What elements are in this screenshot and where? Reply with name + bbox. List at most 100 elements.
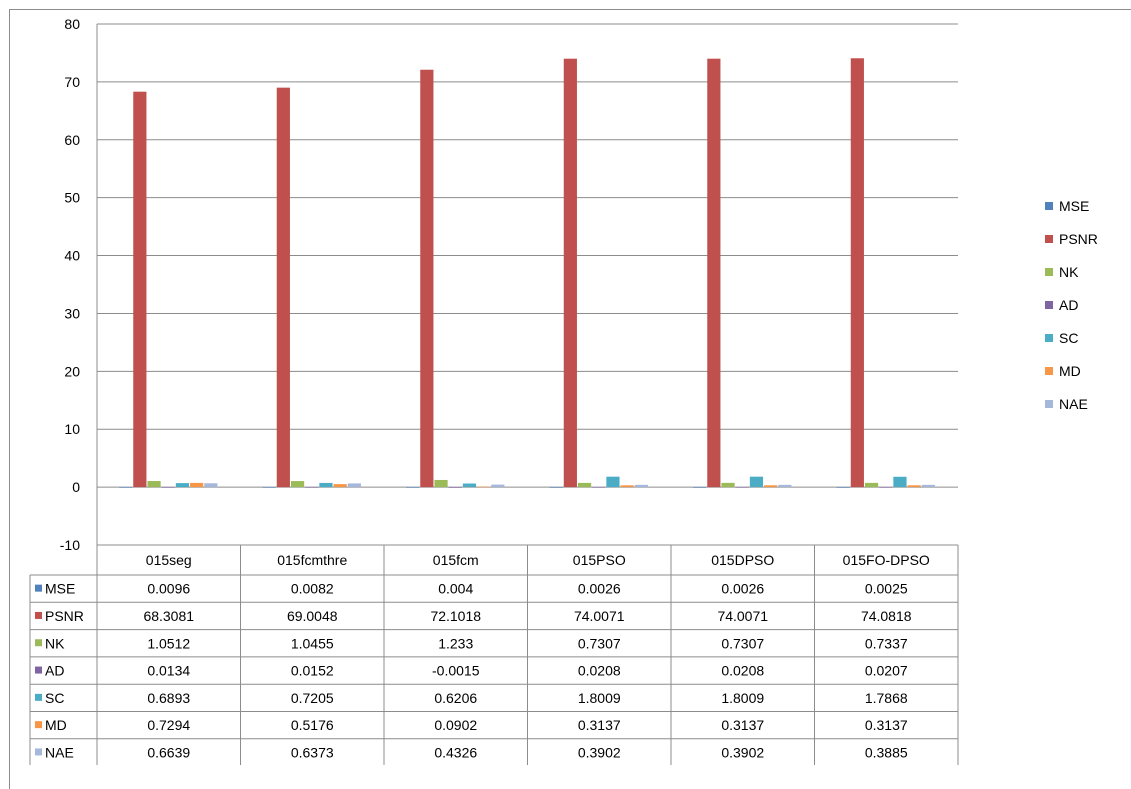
data-label: 0.0902 — [434, 717, 477, 733]
table-legend-key — [35, 666, 42, 674]
bar-nae — [921, 484, 935, 488]
bar-nk — [577, 482, 592, 488]
data-label: 74.0818 — [861, 608, 912, 624]
data-label: 74.0071 — [574, 608, 625, 624]
legend-key — [1045, 367, 1053, 375]
category-label: 015fcmthre — [277, 552, 347, 568]
y-tick-label: 80 — [64, 16, 80, 32]
y-tick-label: 70 — [64, 74, 80, 90]
data-label: -0.0015 — [432, 663, 480, 679]
bar-sc — [175, 483, 190, 488]
data-label: 0.3902 — [578, 744, 621, 760]
data-label: 1.8009 — [578, 690, 621, 706]
legend-key — [1045, 334, 1053, 342]
table-legend-key — [35, 611, 42, 619]
bar-ad — [448, 487, 462, 488]
bar-md — [333, 484, 347, 488]
bar-md — [620, 485, 634, 488]
data-label: 1.7868 — [865, 690, 908, 706]
bar-mse — [262, 487, 276, 488]
y-tick-label: 60 — [64, 132, 80, 148]
bar-sc — [606, 476, 620, 488]
y-tick-label: 50 — [64, 190, 80, 206]
chart: -10 0 10 20 30 40 50 60 70 80 015seg 015fcmthre 015f… — [29, 16, 1098, 765]
bar-mse — [549, 487, 563, 488]
table-legend-key — [35, 584, 42, 592]
legend-key — [1045, 268, 1053, 276]
data-label: 0.3137 — [865, 717, 908, 733]
category-label: 015FO-DPSO — [843, 552, 930, 568]
data-label: 0.0208 — [578, 663, 621, 679]
data-label: 0.7307 — [578, 635, 621, 651]
data-label: 0.3137 — [578, 717, 621, 733]
data-label: 1.0512 — [147, 635, 190, 651]
table-series-name: MD — [45, 717, 67, 733]
table-series-name: SC — [45, 690, 64, 706]
legend-label: NAE — [1059, 396, 1088, 412]
bar-ad — [879, 486, 893, 488]
table-legend-key — [35, 721, 42, 729]
bar-mse — [693, 487, 707, 488]
data-label: 1.8009 — [721, 690, 764, 706]
bar-psnr — [133, 91, 147, 488]
bar-nae — [778, 484, 792, 488]
bar-md — [907, 485, 921, 488]
y-tick-label: 40 — [64, 248, 80, 264]
data-label: 0.7337 — [865, 635, 908, 651]
legend-key — [1045, 235, 1053, 243]
data-label: 0.0207 — [865, 663, 908, 679]
bar-nk — [147, 481, 161, 488]
bar-nk — [290, 481, 305, 488]
bar-sc — [462, 483, 477, 488]
table-legend-key — [35, 748, 42, 756]
data-label: 0.5176 — [291, 717, 334, 733]
data-label: 0.6893 — [147, 690, 190, 706]
data-label: 0.0096 — [147, 581, 190, 597]
table-legend-key — [35, 693, 42, 701]
legend-label: MSE — [1059, 198, 1089, 214]
category-label: 015DPSO — [711, 552, 774, 568]
legend-key — [1045, 400, 1053, 408]
table-series-name: NK — [45, 635, 65, 651]
legend-label: PSNR — [1059, 231, 1098, 247]
bar-ad — [735, 486, 749, 488]
bar-md — [190, 482, 204, 488]
bar-sc — [319, 482, 333, 488]
bar-mse — [406, 487, 420, 488]
category-label: 015PSO — [573, 552, 626, 568]
data-label: 69.0048 — [287, 608, 338, 624]
data-label: 74.0071 — [717, 608, 768, 624]
legend-key — [1045, 202, 1053, 210]
bar-md — [477, 486, 491, 488]
data-label: 0.0208 — [721, 663, 764, 679]
bar-ad — [161, 487, 175, 488]
table-series-name: PSNR — [45, 608, 84, 624]
data-label: 0.6206 — [434, 690, 477, 706]
bar-psnr — [850, 58, 864, 488]
legend-label: NK — [1059, 264, 1079, 280]
data-label: 0.0082 — [291, 581, 334, 597]
data-label: 0.0025 — [865, 581, 908, 597]
data-label: 1.0455 — [291, 635, 334, 651]
bar-psnr — [563, 58, 577, 488]
data-label: 68.3081 — [143, 608, 194, 624]
legend-key — [1045, 301, 1053, 309]
bar-nk — [721, 482, 735, 488]
bar-psnr — [276, 87, 290, 488]
data-label: 0.004 — [438, 581, 473, 597]
bar-ad — [305, 487, 319, 488]
data-label: 0.3902 — [721, 744, 764, 760]
data-label: 0.7205 — [291, 690, 334, 706]
bar-nae — [491, 484, 505, 488]
category-label: 015seg — [146, 552, 192, 568]
data-label: 0.3137 — [721, 717, 764, 733]
y-tick-label: 0 — [72, 479, 80, 495]
bar-nae — [347, 483, 361, 488]
bar-sc — [893, 476, 907, 488]
bar-psnr — [420, 69, 434, 488]
legend-label: AD — [1059, 297, 1078, 313]
data-label: 72.1018 — [430, 608, 481, 624]
bar-nae — [634, 484, 648, 488]
data-label: 0.0134 — [147, 663, 190, 679]
table-series-name: MSE — [45, 581, 75, 597]
